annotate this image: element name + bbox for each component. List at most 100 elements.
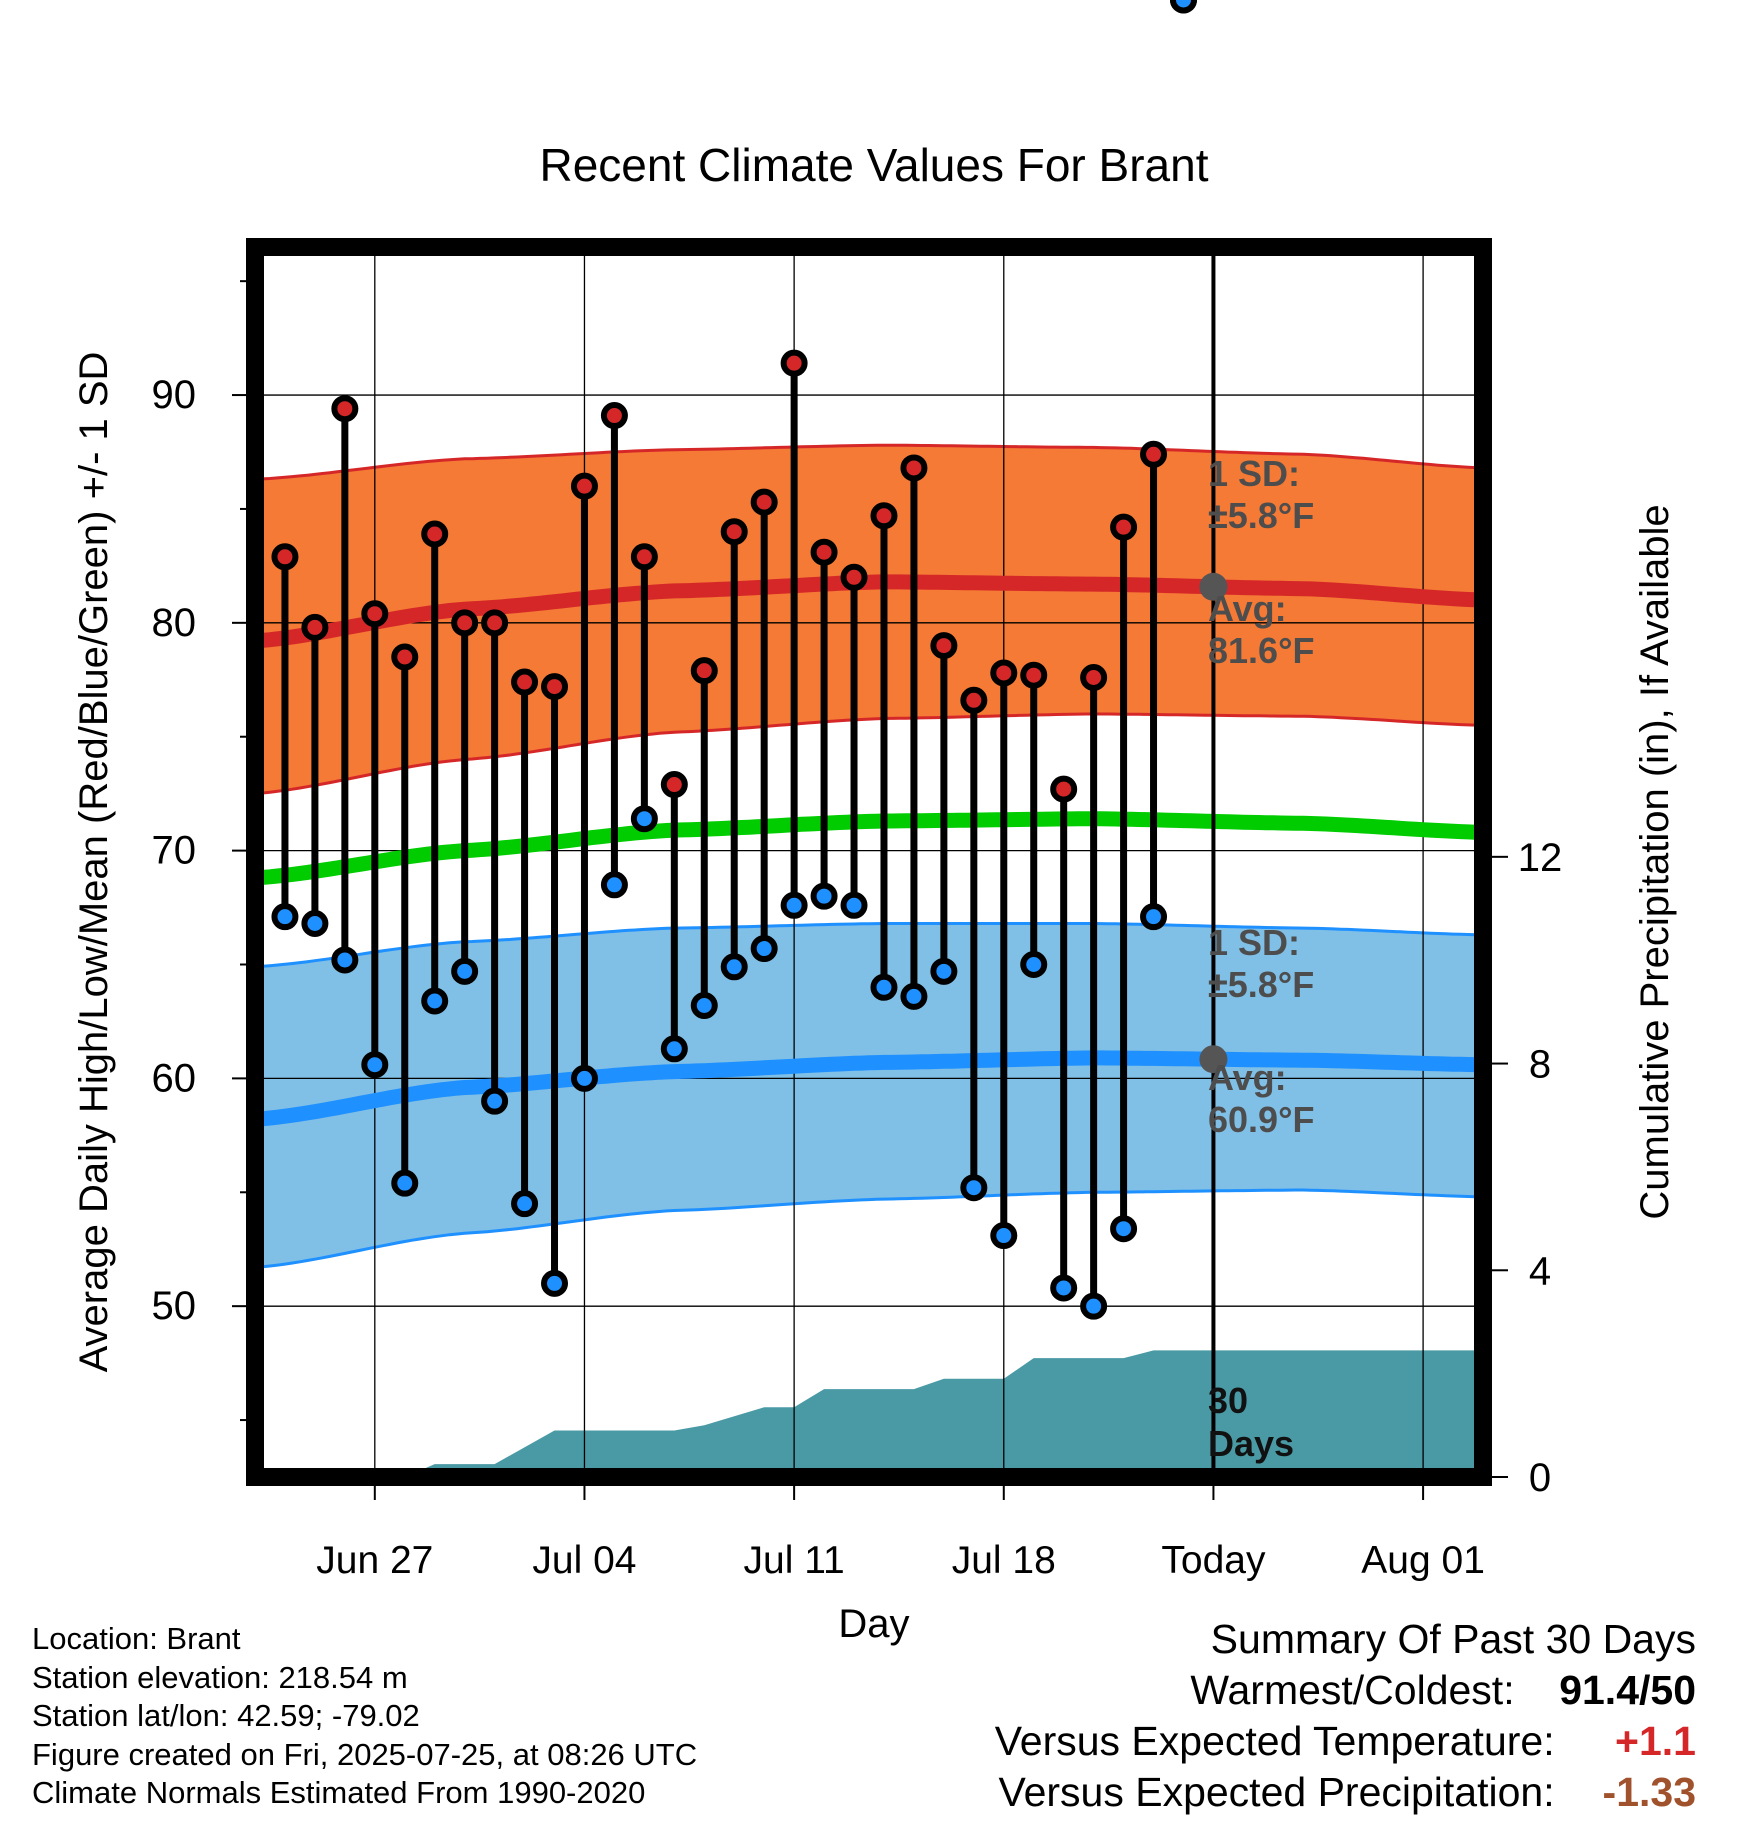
daily-high-point xyxy=(1140,440,1168,468)
precip-label: Versus Expected Precipitation: xyxy=(998,1769,1555,1815)
high-sd-label: 1 SD: xyxy=(1208,453,1300,494)
grid-lines xyxy=(255,247,1483,1477)
normal-bands xyxy=(254,443,1484,1269)
daily-high-point xyxy=(810,538,838,566)
chart-title: Recent Climate Values For Brant xyxy=(540,139,1209,191)
daily-low-point xyxy=(840,891,868,919)
summary-precip-row: Versus Expected Precipitation: -1.33 xyxy=(796,1767,1697,1818)
daily-low-point xyxy=(1080,1292,1108,1320)
x-axis-label: Day xyxy=(838,1602,909,1646)
daily-low-point xyxy=(1020,951,1048,978)
daily-low-point xyxy=(900,982,928,1010)
low-sd-value: ±5.8°F xyxy=(1208,964,1314,1005)
high-sd-band xyxy=(255,445,1483,794)
summary-temp-row: Versus Expected Temperature: +1.1 xyxy=(796,1716,1696,1767)
elevation-text: Station elevation: 218.54 m xyxy=(32,1659,408,1695)
window-label-line1: 30 xyxy=(1208,1380,1248,1421)
daily-low-point xyxy=(600,871,628,899)
precip-value: -1.33 xyxy=(1602,1769,1696,1815)
y-tick-label: 70 xyxy=(152,829,197,873)
overlay xyxy=(1199,247,1228,1477)
daily-high-point xyxy=(870,502,898,530)
normals-text: Climate Normals Estimated From 1990-2020 xyxy=(32,1775,646,1810)
daily-low-point xyxy=(870,973,898,1001)
plot-frame xyxy=(246,238,1492,1486)
high-sd-band-lower-edge xyxy=(254,712,1484,796)
daily-low-point xyxy=(720,953,748,981)
daily-high-point xyxy=(690,657,718,685)
daily-low-point xyxy=(930,957,958,985)
high-sd-value: ±5.8°F xyxy=(1208,495,1314,536)
daily-low-point xyxy=(451,957,479,985)
daily-low-point xyxy=(960,1174,988,1202)
location-text: Location: Brant xyxy=(32,1621,241,1656)
daily-high-point xyxy=(960,686,988,714)
y-tick-label: 50 xyxy=(152,1284,197,1328)
temp-label: Versus Expected Temperature: xyxy=(994,1718,1555,1764)
daily-high-point xyxy=(630,543,658,571)
low-sd-band xyxy=(255,923,1483,1268)
daily-high-point xyxy=(331,395,359,423)
x-tick-label: Jun 27 xyxy=(316,1539,433,1582)
daily-high-point xyxy=(481,609,509,637)
daily-low-point xyxy=(1050,1274,1078,1302)
normal-high-line xyxy=(254,574,1484,649)
normal-lines xyxy=(254,574,1484,1127)
daily-low-point xyxy=(1140,903,1168,931)
daily-high-point xyxy=(900,454,928,482)
y2-axis-label: Cumulative Precipitation (in), If Availa… xyxy=(1633,504,1677,1219)
y-axis-label: Average Daily High/Low/Mean (Red/Blue/Gr… xyxy=(72,352,116,1373)
daily-low-point xyxy=(481,1087,509,1115)
low-avg-label: Avg: xyxy=(1208,1057,1287,1098)
station-metadata: Location: Brant Station elevation: 218.5… xyxy=(32,1620,697,1813)
summary-warmest-row: Warmest/Coldest: 91.4/50 xyxy=(796,1665,1696,1716)
daily-high-point xyxy=(421,520,449,548)
warmest-label: Warmest/Coldest: xyxy=(1190,1667,1515,1713)
daily-low-point xyxy=(780,891,808,919)
y-tick-label: 60 xyxy=(152,1056,197,1100)
precip-layer xyxy=(255,1350,1483,1477)
x-tick-label: Jul 11 xyxy=(744,1539,845,1582)
temp-value: +1.1 xyxy=(1615,1718,1696,1764)
daily-low-point xyxy=(541,1269,569,1297)
y2-tick-label: 8 xyxy=(1529,1043,1551,1087)
low-avg-value: 60.9°F xyxy=(1208,1099,1314,1140)
daily-high-point xyxy=(361,600,389,628)
x-tick-label: Aug 01 xyxy=(1361,1539,1485,1582)
summary-title: Summary Of Past 30 Days xyxy=(1210,1616,1696,1662)
daily-points xyxy=(271,0,1197,1320)
x-tick-label: Today xyxy=(1161,1539,1266,1582)
daily-low-point xyxy=(331,946,359,974)
daily-high-point xyxy=(570,472,598,500)
y2-tick-label: 12 xyxy=(1518,836,1563,880)
daily-high-point xyxy=(451,609,479,637)
daily-high-point xyxy=(780,349,808,377)
daily-low-point xyxy=(301,910,329,937)
daily-low-point xyxy=(810,882,838,910)
daily-low-point xyxy=(391,1169,419,1197)
daily-high-point xyxy=(660,771,688,799)
low-sd-label: 1 SD: xyxy=(1208,922,1300,963)
daily-high-point xyxy=(271,543,299,571)
daily-high-point xyxy=(1080,664,1108,691)
daily-low-point xyxy=(421,987,449,1015)
y2-tick-label: 4 xyxy=(1529,1249,1551,1293)
daily-high-point xyxy=(541,673,569,701)
high-avg-value: 81.6°F xyxy=(1208,630,1314,671)
daily-high-point xyxy=(990,659,1018,687)
daily-low-point xyxy=(990,1222,1018,1250)
y-tick-label: 90 xyxy=(152,373,197,417)
daily-high-point xyxy=(840,563,868,591)
labels: Recent Climate Values For Brant Day Averag… xyxy=(72,139,1677,1646)
cumulative-precip-area xyxy=(255,1350,1483,1477)
daily-low-point xyxy=(660,1035,688,1063)
daily-low-point xyxy=(271,903,299,931)
daily-high-point xyxy=(600,402,628,430)
high-sd-band-upper-edge xyxy=(254,443,1484,481)
y2-tick-label: 0 xyxy=(1529,1456,1551,1500)
latlon-text: Station lat/lon: 42.59; -79.02 xyxy=(32,1698,420,1733)
warmest-value: 91.4/50 xyxy=(1559,1667,1696,1713)
daily-low-point xyxy=(750,935,778,963)
low-sd-band-upper-edge xyxy=(254,922,1484,969)
